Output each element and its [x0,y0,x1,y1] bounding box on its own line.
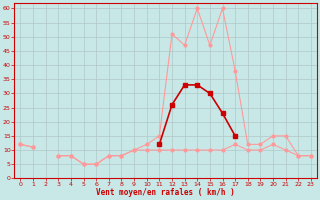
X-axis label: Vent moyen/en rafales ( km/h ): Vent moyen/en rafales ( km/h ) [96,188,235,197]
